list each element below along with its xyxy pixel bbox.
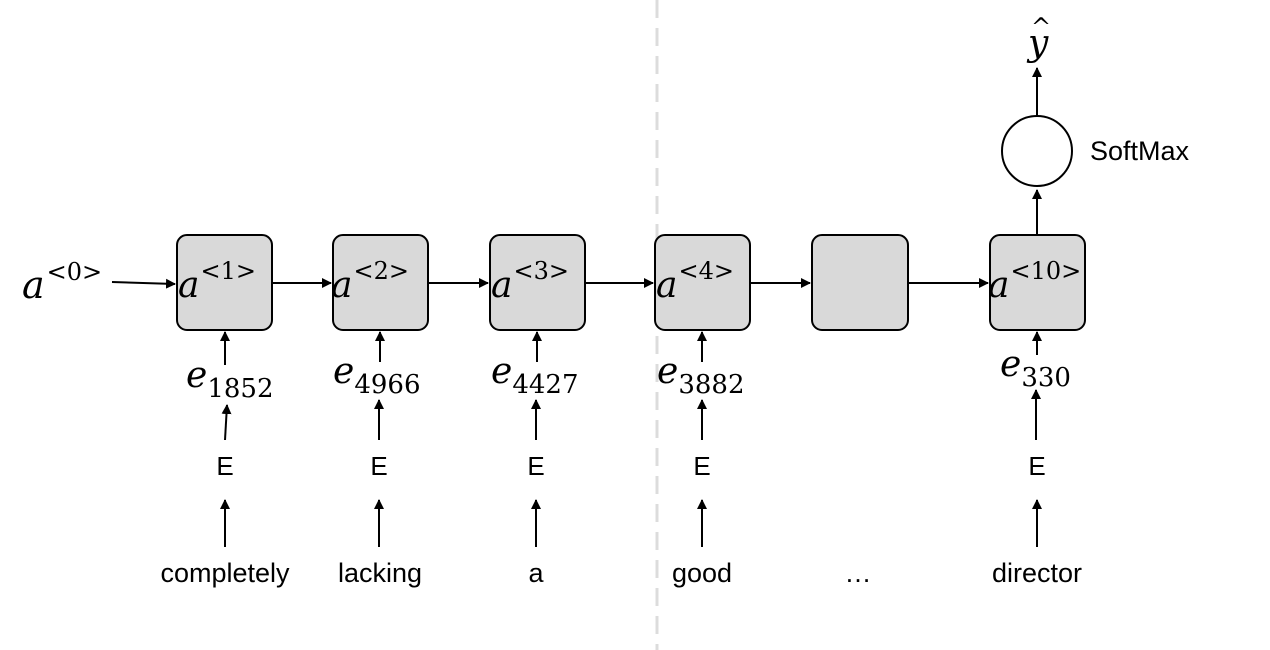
- activation-label-1: a<1>: [178, 257, 256, 306]
- input-word-2: lacking: [338, 558, 422, 588]
- arrow-E-to-embedding-1: [221, 404, 232, 441]
- initial-activation-label: a<0>: [22, 258, 102, 307]
- input-word-10: director: [992, 558, 1082, 588]
- arrow-initial-to-cell-1: [111, 278, 176, 289]
- embedding-label-1: e1852: [186, 355, 273, 404]
- input-word-1: completely: [160, 558, 290, 588]
- activation-label-10: a<10>: [988, 257, 1081, 306]
- rnn-cell-ellipsis: [811, 234, 909, 331]
- output-label: y: [1026, 23, 1049, 64]
- embedding-label-3: e4427: [491, 351, 578, 400]
- embedding-matrix-label-2: E: [370, 451, 387, 481]
- embedding-matrix-label-1: E: [216, 451, 233, 481]
- embedding-label-2: e4966: [333, 351, 420, 400]
- activation-label-2: a<2>: [331, 257, 409, 306]
- output-hat: ^: [1031, 13, 1051, 41]
- embedding-matrix-label-10: E: [1028, 451, 1045, 481]
- activation-label-4: a<4>: [656, 257, 734, 306]
- softmax-label: SoftMax: [1090, 136, 1190, 166]
- input-word-ellipsis: …: [845, 558, 872, 588]
- embedding-matrix-label-3: E: [527, 451, 544, 481]
- embedding-label-4: e3882: [657, 351, 744, 400]
- activation-label-3: a<3>: [491, 257, 569, 306]
- softmax-node: [1001, 115, 1073, 187]
- input-word-4: good: [672, 558, 732, 588]
- embedding-matrix-label-4: E: [693, 451, 710, 481]
- input-word-3: a: [528, 558, 544, 588]
- embedding-label-10: e330: [1000, 344, 1071, 393]
